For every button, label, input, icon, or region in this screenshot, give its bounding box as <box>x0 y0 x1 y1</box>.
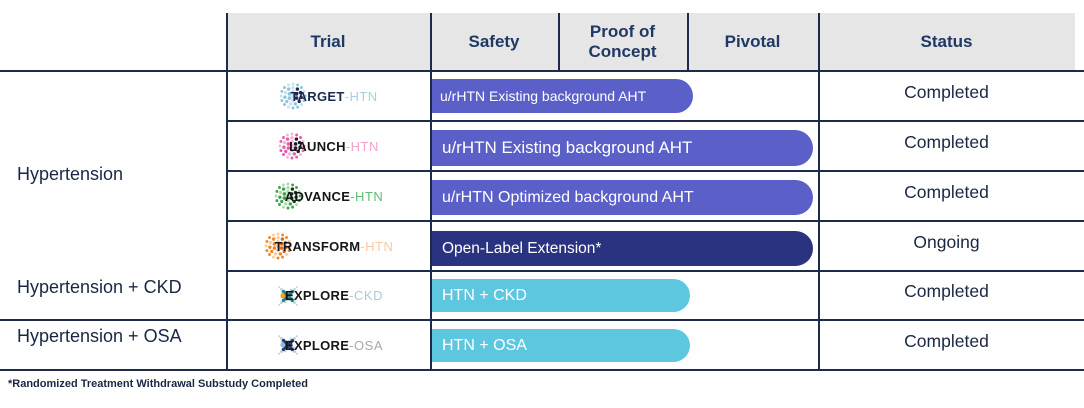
divider <box>558 13 560 71</box>
category-hypertension-ckd: Hypertension + CKD <box>17 277 182 297</box>
status-explore-osa: Completed <box>904 330 989 351</box>
divider <box>226 13 228 370</box>
trial-name: TRANSFORM <box>274 238 361 254</box>
phase-bar-transform-htn: Open-Label Extension* <box>432 231 813 266</box>
phase-bar-explore-ckd: HTN + CKD <box>432 279 690 312</box>
trial-logo-explore-ckd: EXPLORE -CKD <box>226 271 430 320</box>
column-header-proof-of-concept: Proof of Concept <box>588 22 657 61</box>
table-header-row: Trial Safety Proof of Concept Pivotal St… <box>226 13 1075 71</box>
divider <box>0 369 1084 371</box>
trial-logo-launch-htn: LAUNCH -HTN <box>226 121 430 171</box>
status-target-htn: Completed <box>904 81 989 102</box>
trial-logo-advance-htn: ADVANCE -HTN <box>226 171 430 221</box>
phase-bar-explore-osa: HTN + OSA <box>432 329 690 362</box>
trial-suffix: -OSA <box>349 337 384 353</box>
dot-cross-icon <box>273 281 298 311</box>
category-hypertension-osa: Hypertension + OSA <box>17 326 182 346</box>
divider <box>0 70 1084 72</box>
status-transform-htn: Ongoing <box>913 231 980 252</box>
trial-suffix: -HTN <box>344 88 378 104</box>
column-header-trial: Trial <box>310 32 346 52</box>
status-advance-htn: Completed <box>904 181 989 202</box>
divider <box>226 220 1084 222</box>
trial-name: EXPLORE <box>284 288 350 303</box>
column-header-safety: Safety <box>468 32 520 52</box>
dot-globe-icon <box>277 131 306 161</box>
trial-name: ADVANCE <box>284 188 351 204</box>
divider <box>430 13 432 370</box>
trial-name: LAUNCH <box>289 138 346 154</box>
divider <box>0 319 1084 321</box>
divider <box>226 170 1084 172</box>
column-header-pivotal: Pivotal <box>724 32 781 52</box>
divider <box>818 13 820 370</box>
trial-name: EXPLORE <box>284 337 350 353</box>
trial-logo-explore-osa: EXPLORE -OSA <box>226 320 430 370</box>
trial-suffix: -HTN <box>345 138 379 154</box>
column-header-status: Status <box>920 32 973 52</box>
footnote: *Randomized Treatment Withdrawal Substud… <box>8 378 308 390</box>
trial-logo-transform-htn: TRANSFORM -HTN <box>226 221 430 271</box>
trial-suffix: -HTN <box>360 238 394 254</box>
divider <box>687 13 689 71</box>
dot-globe-icon <box>273 181 302 211</box>
trial-suffix: -CKD <box>349 288 383 303</box>
trial-name: TARGET <box>290 88 345 104</box>
dot-globe-icon <box>278 81 307 111</box>
status-launch-htn: Completed <box>904 131 989 152</box>
category-hypertension: Hypertension <box>17 164 124 184</box>
divider <box>226 270 1084 272</box>
dot-globe-icon <box>263 231 292 261</box>
phase-bar-advance-htn: u/rHTN Optimized background AHT <box>432 180 813 215</box>
dot-cross-icon <box>273 330 298 360</box>
trial-suffix: -HTN <box>350 188 384 204</box>
phase-bar-target-htn: u/rHTN Existing background AHT <box>432 79 693 113</box>
phase-bar-launch-htn: u/rHTN Existing background AHT <box>432 130 813 166</box>
divider <box>226 120 1084 122</box>
trial-logo-target-htn: TARGET -HTN <box>226 71 430 121</box>
status-explore-ckd: Completed <box>904 281 989 301</box>
